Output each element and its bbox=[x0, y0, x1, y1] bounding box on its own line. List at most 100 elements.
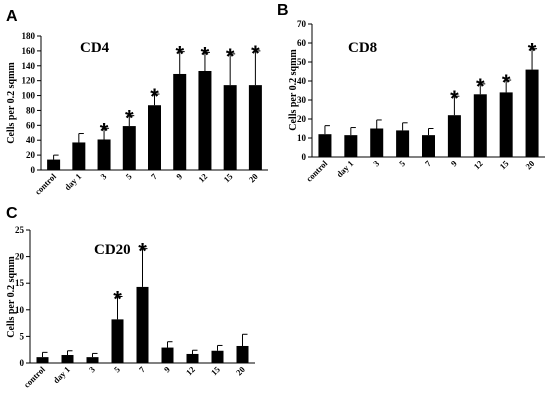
significance-star: * bbox=[150, 84, 159, 109]
y-tick-label: 40 bbox=[26, 135, 36, 145]
x-tick-label: 7 bbox=[423, 158, 434, 169]
bar bbox=[97, 139, 111, 170]
bar bbox=[36, 357, 49, 363]
chart-panel-cd8: B CD8 Cells per 0.2 sqmm 0 10 20 30 40 50 60 70… bbox=[277, 2, 545, 184]
y-tick-label: 10 bbox=[297, 133, 307, 143]
significance-star: * bbox=[251, 41, 260, 66]
bar bbox=[122, 126, 136, 170]
bar bbox=[111, 319, 124, 363]
x-tick-label: 12 bbox=[196, 171, 209, 184]
bar bbox=[136, 286, 149, 363]
x-tick-label: day 1 bbox=[334, 158, 355, 179]
chart-panel-cd4: A CD4 Cells per 0.2 sqmm 0 20 40 60 80 100 120… bbox=[6, 8, 268, 197]
y-tick-label: 25 bbox=[15, 225, 25, 235]
x-tick-label: control bbox=[33, 171, 59, 197]
y-tick-label: 0 bbox=[302, 152, 307, 162]
chart-panel-cd20: C CD20 Cells per 0.2 sqmm 0 5 10 15 20 25 cont… bbox=[6, 205, 255, 390]
bar bbox=[161, 347, 174, 363]
x-tick-label: 7 bbox=[149, 171, 160, 182]
y-tick-label: 180 bbox=[22, 31, 36, 41]
bar bbox=[211, 350, 224, 363]
bar bbox=[447, 115, 461, 157]
x-tick-label: 20 bbox=[234, 364, 247, 377]
chart-title: CD8 bbox=[348, 40, 377, 56]
x-tick-label: control bbox=[304, 158, 330, 184]
x-tick-label: 3 bbox=[87, 364, 97, 374]
y-tick-label: 140 bbox=[22, 61, 36, 71]
x-tick-label: 7 bbox=[137, 364, 148, 375]
x-tick-label: 12 bbox=[472, 158, 485, 171]
y-tick-label: 50 bbox=[297, 57, 307, 67]
x-tick-label: 9 bbox=[449, 158, 459, 168]
y-tick-label: 120 bbox=[22, 76, 36, 86]
bar bbox=[61, 355, 74, 363]
bar bbox=[47, 159, 61, 170]
x-tick-label: 20 bbox=[523, 158, 536, 171]
bar bbox=[370, 128, 384, 157]
y-tick-label: 60 bbox=[297, 38, 307, 48]
y-tick-label: 80 bbox=[26, 105, 36, 115]
bar bbox=[473, 94, 487, 157]
bar bbox=[223, 85, 237, 170]
y-tick-label: 20 bbox=[15, 252, 25, 262]
significance-star: * bbox=[450, 86, 459, 111]
x-tick-label: 9 bbox=[162, 364, 172, 374]
x-tick-label: 15 bbox=[497, 158, 510, 171]
y-tick-label: 60 bbox=[26, 120, 36, 130]
bar bbox=[236, 345, 249, 363]
panel-letter: B bbox=[277, 2, 289, 19]
y-tick-label: 40 bbox=[297, 76, 307, 86]
y-tick-label: 20 bbox=[26, 150, 36, 160]
y-tick-label: 30 bbox=[297, 95, 307, 105]
bar bbox=[396, 130, 410, 157]
panel-letter: A bbox=[6, 8, 18, 25]
bar bbox=[248, 85, 262, 170]
y-tick-label: 0 bbox=[20, 358, 25, 368]
y-tick-label: 100 bbox=[22, 91, 36, 101]
significance-star: * bbox=[100, 118, 109, 143]
chart-title: CD20 bbox=[94, 242, 131, 258]
x-tick-label: 12 bbox=[184, 364, 197, 377]
bar bbox=[72, 142, 86, 170]
x-tick-label: day 1 bbox=[51, 364, 72, 385]
significance-star: * bbox=[175, 42, 184, 67]
bar bbox=[344, 135, 358, 157]
y-axis-label: Cells per 0.2 sqmm bbox=[6, 62, 17, 144]
x-tick-label: 3 bbox=[98, 171, 108, 181]
bar bbox=[499, 92, 513, 157]
x-tick-label: 15 bbox=[209, 364, 222, 377]
bar bbox=[318, 134, 332, 157]
bar bbox=[186, 353, 199, 363]
panel-letter: C bbox=[6, 205, 18, 222]
chart-title: CD4 bbox=[80, 40, 110, 56]
x-tick-label: 3 bbox=[371, 158, 381, 168]
bar bbox=[148, 105, 161, 170]
y-tick-label: 10 bbox=[15, 305, 25, 315]
significance-star: * bbox=[528, 39, 537, 64]
significance-star: * bbox=[113, 287, 122, 312]
y-tick-label: 70 bbox=[297, 19, 307, 29]
x-tick-label: 20 bbox=[247, 171, 260, 184]
x-tick-label: control bbox=[22, 364, 48, 390]
bar bbox=[86, 357, 99, 363]
x-tick-label: 5 bbox=[112, 364, 122, 374]
bar bbox=[525, 69, 539, 157]
y-tick-label: 20 bbox=[297, 114, 307, 124]
x-tick-label: day 1 bbox=[62, 171, 83, 192]
significance-star: * bbox=[226, 44, 235, 69]
significance-star: * bbox=[201, 42, 210, 67]
x-tick-label: 5 bbox=[124, 171, 134, 181]
significance-star: * bbox=[502, 70, 511, 95]
y-axis-label: Cells per 0.2 sqmm bbox=[288, 49, 299, 131]
x-tick-label: 9 bbox=[174, 171, 184, 181]
y-axis-label: Cells per 0.2 sqmm bbox=[6, 256, 17, 338]
significance-star: * bbox=[138, 239, 147, 264]
bar bbox=[173, 73, 187, 170]
bar bbox=[198, 70, 212, 170]
significance-star: * bbox=[125, 106, 134, 131]
y-tick-label: 15 bbox=[15, 278, 25, 288]
significance-star: * bbox=[476, 74, 485, 99]
y-tick-label: 0 bbox=[31, 165, 36, 175]
bar bbox=[422, 135, 435, 157]
